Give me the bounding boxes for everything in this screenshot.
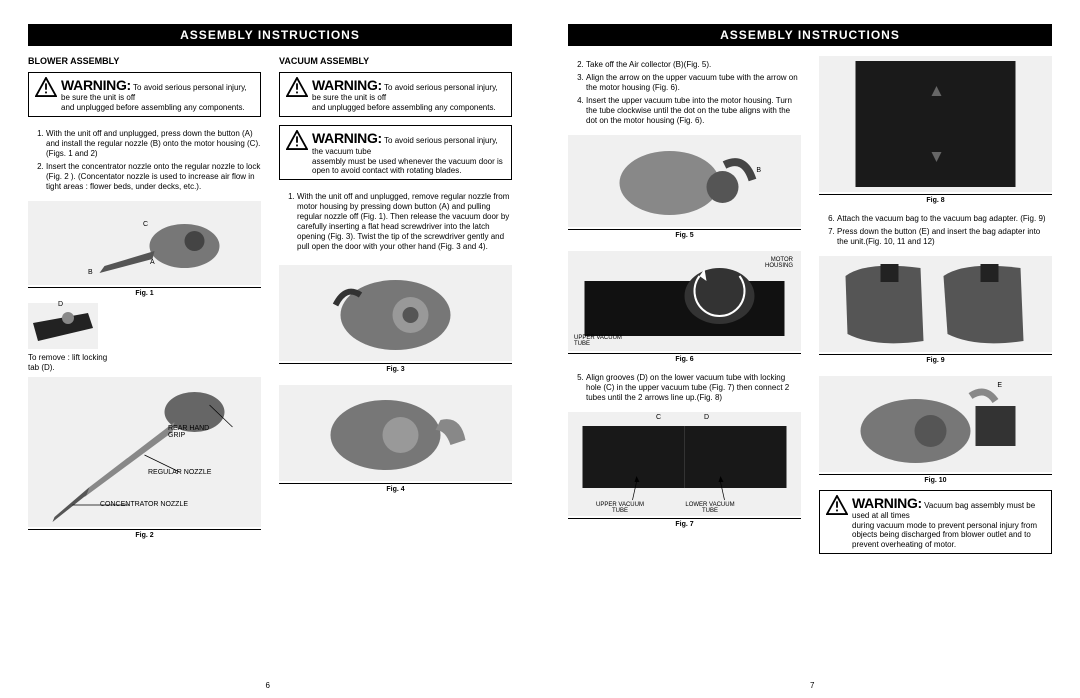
left-columns: BLOWER ASSEMBLY WARNING: To avoid seriou… [28, 56, 512, 680]
step-item: Align the arrow on the upper vacuum tube… [586, 73, 801, 93]
page-right: ASSEMBLY INSTRUCTIONS Take off the Air c… [540, 0, 1080, 698]
fig4-caption: Fig. 4 [279, 483, 512, 493]
label-C: C [143, 221, 148, 228]
title-bar-left: ASSEMBLY INSTRUCTIONS [28, 24, 512, 46]
step-item: Attach the vacuum bag to the vacuum bag … [837, 214, 1052, 224]
col-right-1: Take off the Air collector (B)(Fig. 5). … [568, 56, 801, 680]
page-number-left: 6 [266, 681, 270, 690]
step-item: With the unit off and unplugged, remove … [297, 192, 512, 252]
right-columns: Take off the Air collector (B)(Fig. 5). … [568, 56, 1052, 680]
fig6-caption: Fig. 6 [568, 353, 801, 363]
step-5: Align grooves (D) on the lower vacuum tu… [568, 373, 801, 406]
figure-7: C D UPPER VACUUM TUBE LOWER VACUUM TUBE … [568, 412, 801, 528]
label-lower-tube: LOWER VACUUM TUBE [680, 502, 740, 514]
col-blower: BLOWER ASSEMBLY WARNING: To avoid seriou… [28, 56, 261, 680]
figure-2: REAR HAND GRIP REGULAR NOZZLE CONCENTRAT… [28, 377, 261, 539]
fig4-illustration [279, 385, 512, 481]
warning-triangle-icon [286, 130, 308, 150]
warning-cont: assembly must be used whenever the vacuu… [312, 157, 505, 175]
fig5-caption: Fig. 5 [568, 229, 801, 239]
heading-vacuum: VACUUM ASSEMBLY [279, 56, 512, 66]
label-upper-tube: UPPER VACUUM TUBE [590, 502, 650, 514]
fig1b-row: D [28, 303, 261, 349]
label-B: B [756, 167, 761, 174]
label-B: B [88, 269, 93, 276]
warning-word: WARNING: [312, 130, 382, 146]
step-item: Align grooves (D) on the lower vacuum tu… [586, 373, 801, 403]
label-E: E [997, 382, 1002, 389]
figure-8: Fig. 8 [819, 56, 1052, 204]
fig3-caption: Fig. 3 [279, 363, 512, 373]
callout-concentrator-nozzle: CONCENTRATOR NOZZLE [100, 501, 188, 508]
warning-cont: and unplugged before assembling any comp… [61, 103, 254, 112]
fig3-illustration [279, 265, 512, 361]
warning-cont: and unplugged before assembling any comp… [312, 103, 505, 112]
fig7-caption: Fig. 7 [568, 518, 801, 528]
label-motor-housing: MOTOR HOUSING [749, 257, 793, 269]
page-number-right: 7 [810, 681, 814, 690]
warning-box-vacuum-2: WARNING: To avoid serious personal injur… [279, 125, 512, 180]
figure-9: Fig. 9 [819, 256, 1052, 364]
document-spread: ASSEMBLY INSTRUCTIONS BLOWER ASSEMBLY WA… [0, 0, 1080, 698]
figure-4: Fig. 4 [279, 385, 512, 493]
label-D: D [58, 301, 63, 308]
fig7-illustration [568, 412, 801, 516]
label-upper-vacuum-tube: UPPER VACUUM TUBE [574, 335, 634, 347]
fig5-illustration [568, 135, 801, 227]
vacuum-steps: With the unit off and unplugged, remove … [279, 192, 512, 255]
warning-triangle-icon [35, 77, 57, 97]
warning-word: WARNING: [312, 77, 382, 93]
figure-10: E Fig. 10 [819, 376, 1052, 484]
fig1-illustration [28, 201, 261, 285]
step-item: With the unit off and unplugged, press d… [46, 129, 261, 159]
fig8-illustration [819, 56, 1052, 192]
step-item: Insert the concentrator nozzle onto the … [46, 162, 261, 192]
step-item: Press down the button (E) and insert the… [837, 227, 1052, 247]
fig1-note: To remove : lift locking tab (D). [28, 353, 108, 373]
col-vacuum: VACUUM ASSEMBLY WARNING: To avoid seriou… [279, 56, 512, 680]
warning-triangle-icon [826, 495, 848, 515]
callout-regular-nozzle: REGULAR NOZZLE [148, 469, 211, 476]
fig9-caption: Fig. 9 [819, 354, 1052, 364]
blower-steps: With the unit off and unplugged, press d… [28, 129, 261, 195]
label-D: D [704, 414, 709, 421]
col-right-2: Fig. 8 Attach the vacuum bag to the vacu… [819, 56, 1052, 680]
fig9-illustration [819, 256, 1052, 352]
warning-cont: during vacuum mode to prevent personal i… [852, 521, 1045, 549]
warning-word: WARNING: [61, 77, 131, 93]
warning-triangle-icon [286, 77, 308, 97]
step-item: Insert the upper vacuum tube into the mo… [586, 96, 801, 126]
fig8-caption: Fig. 8 [819, 194, 1052, 204]
figure-6: MOTOR HOUSING UPPER VACUUM TUBE Fig. 6 [568, 251, 801, 363]
warning-box-vacuum-bag: WARNING: Vacuum bag assembly must be use… [819, 490, 1052, 554]
figure-3: Fig. 3 [279, 265, 512, 373]
steps-2-4: Take off the Air collector (B)(Fig. 5). … [568, 60, 801, 129]
callout-rear-grip: REAR HAND GRIP [168, 425, 228, 439]
label-C: C [656, 414, 661, 421]
figure-5: B Fig. 5 [568, 135, 801, 239]
fig10-caption: Fig. 10 [819, 474, 1052, 484]
fig1b-illustration [28, 303, 98, 349]
fig2-caption: Fig. 2 [28, 529, 261, 539]
step-item: Take off the Air collector (B)(Fig. 5). [586, 60, 801, 70]
warning-box-blower: WARNING: To avoid serious personal injur… [28, 72, 261, 117]
warning-box-vacuum-1: WARNING: To avoid serious personal injur… [279, 72, 512, 117]
fig1-caption: Fig. 1 [28, 287, 261, 297]
heading-blower: BLOWER ASSEMBLY [28, 56, 261, 66]
figure-1: C A B Fig. 1 [28, 201, 261, 297]
page-left: ASSEMBLY INSTRUCTIONS BLOWER ASSEMBLY WA… [0, 0, 540, 698]
title-bar-right: ASSEMBLY INSTRUCTIONS [568, 24, 1052, 46]
label-A: A [150, 259, 155, 266]
steps-6-7: Attach the vacuum bag to the vacuum bag … [819, 214, 1052, 250]
warning-word: WARNING: [852, 495, 922, 511]
fig10-illustration [819, 376, 1052, 472]
